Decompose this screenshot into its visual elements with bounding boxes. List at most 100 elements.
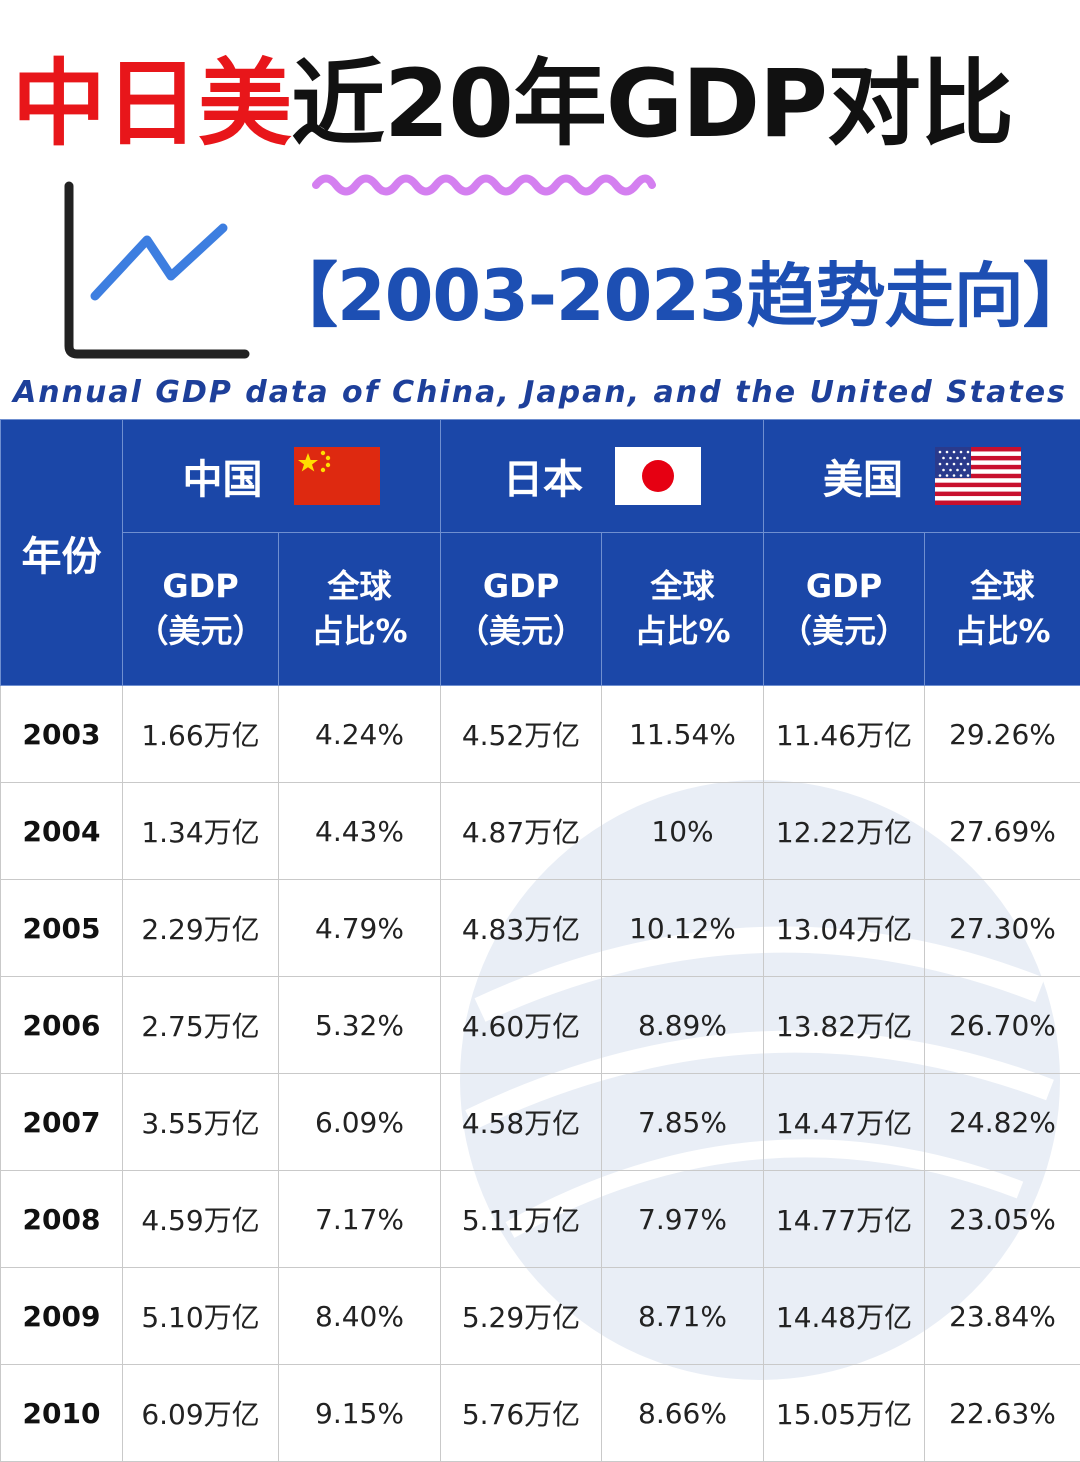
china-column-header: 中国: [123, 420, 441, 533]
china-gdp-cell: 2.75万亿: [123, 977, 279, 1074]
china-share-cell: 8.40%: [279, 1268, 441, 1365]
page-title: 中日美近20年GDP对比: [12, 58, 1013, 152]
gdp-table: 年份 中国 日本 美国: [0, 419, 1080, 1462]
year-cell: 2009: [1, 1268, 123, 1365]
china-gdp-cell: 2.29万亿: [123, 880, 279, 977]
table-row: 2003 1.66万亿 4.24% 4.52万亿 11.54% 11.46万亿 …: [1, 686, 1080, 783]
japan-gdp-cell: 4.58万亿: [441, 1074, 602, 1171]
usa-gdp-cell: 14.48万亿: [764, 1268, 925, 1365]
usa-gdp-cell: 15.05万亿: [764, 1365, 925, 1462]
line-chart-icon: [55, 178, 255, 363]
china-gdp-header: GDP （美元）: [123, 533, 279, 686]
share-header-line1: 全球: [327, 567, 391, 605]
title-red-part: 中日美: [12, 50, 291, 159]
china-share-cell: 4.43%: [279, 783, 441, 880]
usa-share-cell: 23.84%: [925, 1268, 1080, 1365]
usa-share-cell: 24.82%: [925, 1074, 1080, 1171]
japan-share-cell: 10.12%: [602, 880, 764, 977]
year-cell: 2004: [1, 783, 123, 880]
gdp-header-line1: GDP: [806, 567, 882, 605]
china-flag-icon: [294, 447, 380, 505]
share-header-line1: 全球: [970, 567, 1034, 605]
china-share-cell: 7.17%: [279, 1171, 441, 1268]
usa-label: 美国: [823, 457, 903, 503]
japan-flag-icon: [615, 447, 701, 505]
china-gdp-cell: 6.09万亿: [123, 1365, 279, 1462]
japan-gdp-cell: 4.87万亿: [441, 783, 602, 880]
usa-share-cell: 22.63%: [925, 1365, 1080, 1462]
table-row: 2005 2.29万亿 4.79% 4.83万亿 10.12% 13.04万亿 …: [1, 880, 1080, 977]
japan-gdp-cell: 5.11万亿: [441, 1171, 602, 1268]
table-row: 2009 5.10万亿 8.40% 5.29万亿 8.71% 14.48万亿 2…: [1, 1268, 1080, 1365]
usa-gdp-cell: 13.82万亿: [764, 977, 925, 1074]
gdp-header-line2: （美元）: [136, 612, 264, 650]
japan-gdp-cell: 4.83万亿: [441, 880, 602, 977]
subtitle: 【2003-2023趋势走向】: [268, 240, 1080, 341]
table-row: 2007 3.55万亿 6.09% 4.58万亿 7.85% 14.47万亿 2…: [1, 1074, 1080, 1171]
usa-share-cell: 27.69%: [925, 783, 1080, 880]
year-cell: 2008: [1, 1171, 123, 1268]
table-row: 2008 4.59万亿 7.17% 5.11万亿 7.97% 14.77万亿 2…: [1, 1171, 1080, 1268]
china-label: 中国: [183, 457, 263, 503]
japan-share-cell: 7.97%: [602, 1171, 764, 1268]
usa-gdp-cell: 12.22万亿: [764, 783, 925, 880]
share-header-line2: 占比%: [954, 612, 1050, 650]
year-column-header: 年份: [1, 420, 123, 686]
table-row: 2006 2.75万亿 5.32% 4.60万亿 8.89% 13.82万亿 2…: [1, 977, 1080, 1074]
china-share-cell: 4.79%: [279, 880, 441, 977]
japan-label: 日本: [503, 457, 583, 503]
china-share-cell: 5.32%: [279, 977, 441, 1074]
china-gdp-cell: 1.66万亿: [123, 686, 279, 783]
china-share-header: 全球占比%: [279, 533, 441, 686]
usa-share-cell: 29.26%: [925, 686, 1080, 783]
usa-gdp-header: GDP （美元）: [764, 533, 925, 686]
japan-share-cell: 7.85%: [602, 1074, 764, 1171]
china-gdp-cell: 4.59万亿: [123, 1171, 279, 1268]
japan-gdp-cell: 5.76万亿: [441, 1365, 602, 1462]
japan-share-cell: 8.71%: [602, 1268, 764, 1365]
year-cell: 2003: [1, 686, 123, 783]
share-header-line2: 占比%: [634, 612, 730, 650]
china-share-cell: 9.15%: [279, 1365, 441, 1462]
usa-share-cell: 23.05%: [925, 1171, 1080, 1268]
usa-gdp-cell: 14.77万亿: [764, 1171, 925, 1268]
china-share-cell: 4.24%: [279, 686, 441, 783]
year-cell: 2005: [1, 880, 123, 977]
usa-share-header: 全球占比%: [925, 533, 1080, 686]
china-gdp-cell: 1.34万亿: [123, 783, 279, 880]
japan-share-cell: 8.89%: [602, 977, 764, 1074]
wavy-underline-icon: [312, 168, 657, 202]
japan-share-header: 全球占比%: [602, 533, 764, 686]
year-cell: 2006: [1, 977, 123, 1074]
usa-share-cell: 27.30%: [925, 880, 1080, 977]
japan-share-cell: 8.66%: [602, 1365, 764, 1462]
title-black-part: 近20年GDP对比: [291, 50, 1013, 159]
gdp-header-line2: （美元）: [780, 612, 908, 650]
table-row: 2004 1.34万亿 4.43% 4.87万亿 10% 12.22万亿 27.…: [1, 783, 1080, 880]
japan-share-cell: 10%: [602, 783, 764, 880]
japan-gdp-cell: 4.60万亿: [441, 977, 602, 1074]
china-gdp-cell: 5.10万亿: [123, 1268, 279, 1365]
share-header-line1: 全球: [650, 567, 714, 605]
usa-share-cell: 26.70%: [925, 977, 1080, 1074]
usa-gdp-cell: 13.04万亿: [764, 880, 925, 977]
usa-flag-icon: [935, 447, 1021, 505]
year-cell: 2010: [1, 1365, 123, 1462]
japan-gdp-header: GDP （美元）: [441, 533, 602, 686]
year-cell: 2007: [1, 1074, 123, 1171]
table-row: 2010 6.09万亿 9.15% 5.76万亿 8.66% 15.05万亿 2…: [1, 1365, 1080, 1462]
japan-gdp-cell: 5.29万亿: [441, 1268, 602, 1365]
share-header-line2: 占比%: [311, 612, 407, 650]
japan-share-cell: 11.54%: [602, 686, 764, 783]
gdp-header-line1: GDP: [162, 567, 238, 605]
usa-gdp-cell: 14.47万亿: [764, 1074, 925, 1171]
english-subtitle: Annual GDP data of China, Japan, and the…: [0, 375, 1080, 410]
china-gdp-cell: 3.55万亿: [123, 1074, 279, 1171]
gdp-header-line1: GDP: [483, 567, 559, 605]
gdp-header-line2: （美元）: [457, 612, 585, 650]
japan-column-header: 日本: [441, 420, 764, 533]
usa-column-header: 美国: [764, 420, 1080, 533]
china-share-cell: 6.09%: [279, 1074, 441, 1171]
usa-gdp-cell: 11.46万亿: [764, 686, 925, 783]
japan-gdp-cell: 4.52万亿: [441, 686, 602, 783]
